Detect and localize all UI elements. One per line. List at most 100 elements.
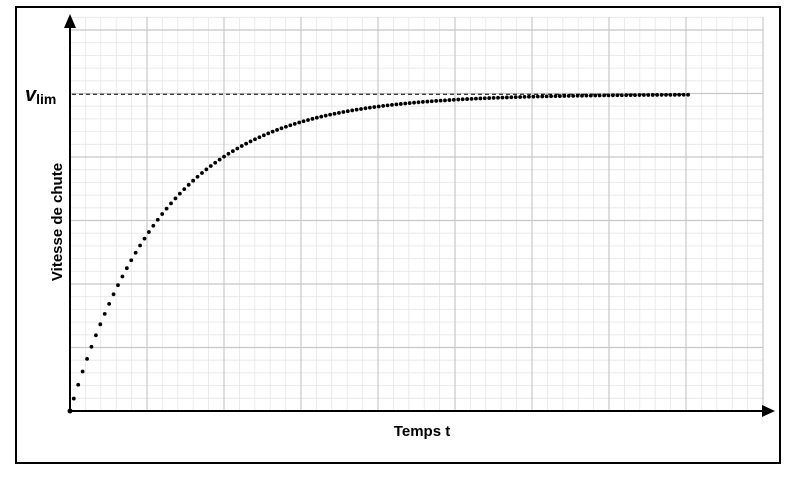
data-point bbox=[655, 93, 660, 97]
grid-major bbox=[70, 17, 764, 411]
data-point bbox=[204, 167, 209, 172]
data-point bbox=[460, 97, 465, 102]
data-point bbox=[257, 135, 262, 140]
data-point bbox=[85, 356, 89, 361]
data-point bbox=[142, 236, 147, 241]
data-point bbox=[518, 95, 523, 99]
data-point bbox=[421, 100, 425, 104]
data-point bbox=[98, 322, 103, 327]
vlim-label: vlim bbox=[25, 84, 56, 107]
data-point bbox=[597, 93, 602, 98]
data-point bbox=[580, 93, 584, 98]
data-point bbox=[80, 369, 85, 374]
data-point bbox=[681, 92, 686, 97]
data-point bbox=[659, 93, 664, 97]
data-point bbox=[301, 119, 306, 124]
data-point bbox=[531, 94, 536, 99]
data-point bbox=[650, 93, 655, 97]
data-point bbox=[664, 92, 668, 97]
data-point bbox=[279, 126, 284, 131]
data-point bbox=[350, 108, 355, 113]
data-point bbox=[230, 149, 235, 153]
data-point bbox=[124, 266, 129, 271]
data-point bbox=[337, 110, 341, 115]
data-point bbox=[341, 110, 346, 114]
data-point bbox=[562, 94, 567, 98]
data-point bbox=[376, 104, 381, 109]
data-point bbox=[469, 96, 474, 101]
data-point bbox=[394, 102, 399, 107]
data-point bbox=[535, 94, 540, 99]
data-point bbox=[615, 93, 620, 98]
grid-minor bbox=[70, 16, 763, 411]
data-point bbox=[222, 154, 226, 159]
data-point bbox=[416, 100, 421, 105]
data-point bbox=[354, 107, 359, 112]
data-point bbox=[169, 201, 173, 206]
data-point bbox=[129, 258, 134, 263]
data-point bbox=[434, 99, 439, 103]
data-point bbox=[155, 217, 160, 222]
data-point bbox=[328, 112, 333, 117]
data-point bbox=[619, 93, 624, 98]
data-point bbox=[297, 120, 302, 125]
data-point bbox=[633, 93, 637, 97]
data-point bbox=[429, 99, 434, 104]
data-point bbox=[549, 94, 553, 99]
data-point bbox=[208, 164, 213, 168]
data-point bbox=[438, 98, 443, 103]
data-point bbox=[509, 95, 514, 100]
data-point bbox=[606, 93, 611, 98]
data-point bbox=[513, 95, 518, 100]
data-point bbox=[363, 106, 368, 111]
data-point bbox=[522, 95, 527, 99]
data-point bbox=[443, 98, 447, 103]
data-point bbox=[160, 212, 165, 216]
data-point bbox=[306, 118, 310, 122]
data-point bbox=[456, 97, 461, 102]
data-point bbox=[147, 230, 151, 234]
data-point bbox=[407, 101, 412, 105]
data-point bbox=[345, 109, 350, 114]
data-point bbox=[500, 95, 505, 100]
data-point bbox=[217, 157, 222, 162]
data-point bbox=[540, 94, 545, 99]
data-point bbox=[292, 121, 297, 126]
data-point bbox=[261, 133, 266, 138]
data-point bbox=[319, 114, 324, 119]
data-point bbox=[628, 93, 633, 98]
data-point bbox=[482, 96, 487, 101]
data-point bbox=[133, 250, 138, 255]
x-axis-arrow-icon bbox=[762, 405, 775, 417]
data-point bbox=[367, 105, 372, 110]
data-point bbox=[284, 124, 288, 129]
data-point bbox=[584, 93, 589, 98]
data-point bbox=[558, 94, 562, 98]
data-point bbox=[646, 93, 651, 97]
data-point bbox=[151, 223, 156, 228]
data-point bbox=[668, 92, 673, 97]
chart-frame bbox=[15, 6, 781, 464]
data-point bbox=[200, 171, 204, 175]
data-point bbox=[566, 94, 571, 98]
data-point bbox=[102, 311, 107, 316]
data-point bbox=[191, 178, 196, 183]
data-point bbox=[107, 301, 112, 306]
data-point bbox=[182, 187, 187, 192]
y-axis-title: Vitesse de chute bbox=[49, 163, 66, 281]
data-point bbox=[164, 206, 169, 211]
data-point bbox=[527, 94, 531, 99]
data-point bbox=[235, 146, 240, 151]
data-point bbox=[270, 129, 275, 134]
data-point bbox=[385, 103, 390, 108]
data-point bbox=[553, 94, 558, 99]
data-point bbox=[641, 93, 646, 97]
data-point bbox=[487, 96, 492, 100]
data-point bbox=[93, 333, 98, 338]
data-point bbox=[310, 116, 315, 121]
data-point bbox=[120, 274, 125, 279]
data-point bbox=[71, 396, 76, 401]
data-point bbox=[248, 139, 253, 144]
data-point bbox=[390, 102, 394, 107]
data-point bbox=[186, 182, 191, 187]
